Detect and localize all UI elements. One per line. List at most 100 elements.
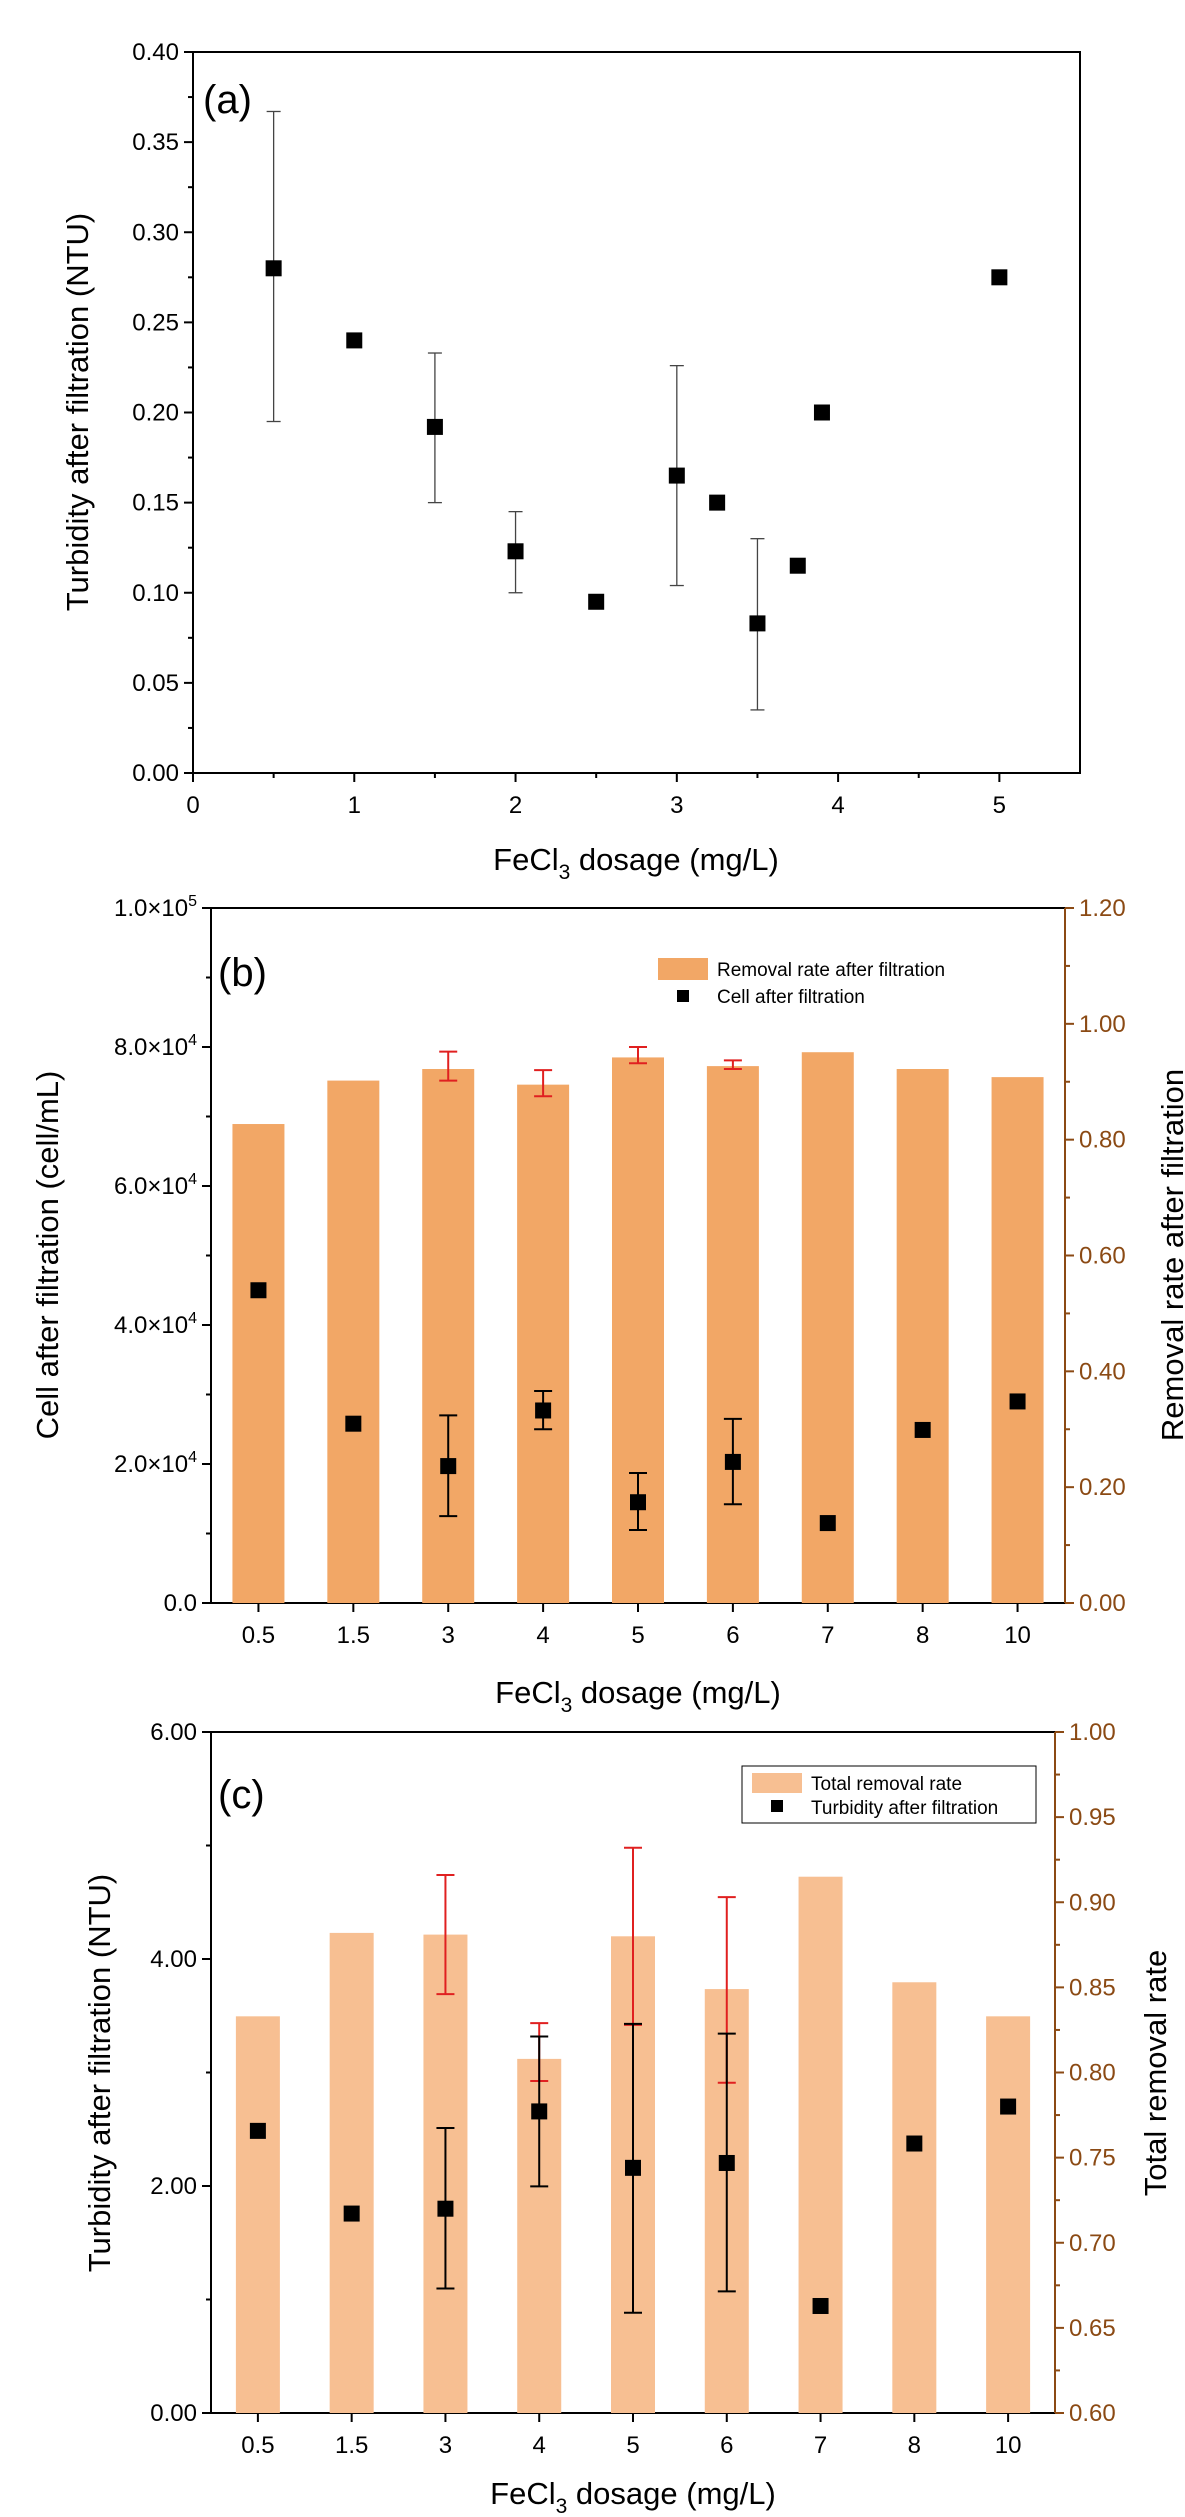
data-point-8 — [789, 557, 806, 574]
panel-c-data-marks — [249, 1846, 1017, 2314]
x-tick-label-6: 6 — [720, 2432, 733, 2459]
panel-b-data-marks — [250, 1046, 1026, 1532]
bar-8 — [896, 1069, 949, 1603]
y-tick-label-0.05: 0.05 — [132, 670, 179, 697]
panel-a-data-marks — [265, 110, 1008, 711]
data-point-7 — [749, 615, 766, 632]
y-left-tick-label-0: 0.00 — [150, 2400, 197, 2427]
y-tick-label-0.25: 0.25 — [132, 309, 179, 336]
point-1.5 — [345, 1415, 362, 1432]
panel-c-label: (c) — [218, 1773, 265, 1817]
y-left-tick-label-2: 4.0×104 — [114, 1310, 197, 1339]
bar-6 — [706, 1066, 759, 1603]
panel-b-right-axis-title: Removal rate after filtration — [1155, 1069, 1185, 1441]
panel-b-axis-ticks: 0.5 1.5 3 4 5 6 7 8 10 0.0 2.0×104 4.0×104 6.0×104 8.… — [114, 893, 1126, 1649]
panel-b-x-axis-title: FeCl3 dosage (mg/L) — [495, 1675, 781, 1717]
panel-c-turbidity-removal-chart: 0.5 1.5 3 4 5 6 7 8 10 0.00 2.00 4.00 6.00 0.60 0.65 0.… — [82, 1719, 1173, 2517]
legend-label-cell: Cell after filtration — [717, 987, 865, 1008]
y-tick-label-0.20: 0.20 — [132, 400, 179, 427]
panel-a-plot-frame — [192, 51, 1081, 774]
y-tick-label-0.00: 0.00 — [132, 760, 179, 787]
x-tick-label-5: 5 — [993, 792, 1006, 819]
panel-a-label: (a) — [203, 78, 252, 122]
bar-8 — [892, 1982, 937, 2413]
y-left-tick-label-5: 1.0×105 — [114, 893, 197, 922]
data-point-5 — [668, 467, 685, 484]
panel-a-turbidity-scatter: 0 1 2 3 4 5 0.00 0.05 0.10 0.15 0.20 0.25 0.30 0.35 0.… — [60, 39, 1081, 884]
data-point-9 — [813, 404, 830, 421]
y-right-tick-label-1.00: 1.00 — [1069, 1719, 1116, 1746]
y-tick-label-0.15: 0.15 — [132, 490, 179, 517]
point-8 — [906, 2135, 923, 2152]
x-tick-label-0.5: 0.5 — [242, 1622, 275, 1649]
y-right-tick-label-1.20: 1.20 — [1079, 895, 1126, 922]
y-left-tick-label-2: 4.00 — [150, 1946, 197, 1973]
x-tick-label-3: 3 — [670, 792, 683, 819]
bar-1.5 — [327, 1080, 380, 1603]
bar-7 — [801, 1052, 854, 1603]
x-tick-label-4: 4 — [831, 792, 844, 819]
legend-marker-cell — [677, 990, 689, 1002]
x-tick-label-10: 10 — [1004, 1622, 1031, 1649]
point-5 — [625, 2159, 641, 2176]
data-point-0 — [265, 260, 282, 277]
y-right-tick-label-0.90: 0.90 — [1069, 1889, 1116, 1916]
bar-3 — [422, 1069, 475, 1603]
y-tick-label-0.30: 0.30 — [132, 219, 179, 246]
bar-0.5 — [235, 2016, 280, 2413]
x-tick-label-0.5: 0.5 — [241, 2432, 274, 2459]
legend-swatch-removal-rate — [658, 958, 708, 980]
data-point-1 — [346, 332, 363, 349]
panel-b-label: (b) — [218, 951, 267, 995]
panel-b-bars — [232, 1052, 1044, 1603]
legend-label-removal-rate: Removal rate after filtration — [717, 960, 945, 981]
point-3 — [437, 2200, 454, 2217]
panel-c-legend: Total removal rate Turbidity after filtr… — [741, 1765, 1037, 1824]
x-tick-label-1: 1 — [348, 792, 361, 819]
point-0.5 — [250, 1282, 267, 1299]
x-tick-label-6: 6 — [726, 1622, 739, 1649]
bar-0.5 — [232, 1124, 285, 1603]
x-tick-label-1.5: 1.5 — [335, 2432, 368, 2459]
panel-a-y-axis-title: Turbidity after filtration (NTU) — [60, 213, 95, 612]
x-tick-label-1.5: 1.5 — [337, 1622, 370, 1649]
x-tick-label-8: 8 — [916, 1622, 929, 1649]
y-left-tick-label-0: 0.0 — [164, 1590, 197, 1617]
y-left-tick-label-3: 6.0×104 — [114, 1171, 197, 1200]
y-right-tick-label-0.65: 0.65 — [1069, 2315, 1116, 2342]
x-tick-label-7: 7 — [814, 2432, 827, 2459]
x-tick-label-3: 3 — [442, 1622, 455, 1649]
y-tick-label-0.10: 0.10 — [132, 580, 179, 607]
x-tick-label-8: 8 — [908, 2432, 921, 2459]
x-tick-label-4: 4 — [533, 2432, 546, 2459]
y-right-tick-label-0.40: 0.40 — [1079, 1358, 1126, 1385]
bar-10 — [991, 1077, 1044, 1603]
x-tick-label-10: 10 — [995, 2432, 1022, 2459]
y-right-tick-label-0.80: 0.80 — [1079, 1127, 1126, 1154]
x-tick-label-5: 5 — [626, 2432, 639, 2459]
panel-a-x-axis-title: FeCl3 dosage (mg/L) — [493, 842, 779, 884]
x-tick-label-3: 3 — [439, 2432, 452, 2459]
panel-b-legend: Removal rate after filtration Cell after… — [658, 958, 945, 1008]
y-right-tick-label-0.60: 0.60 — [1069, 2400, 1116, 2427]
y-right-tick-label-0.75: 0.75 — [1069, 2145, 1116, 2172]
panel-c-x-axis-title: FeCl3 dosage (mg/L) — [490, 2476, 776, 2517]
data-point-3 — [507, 543, 524, 560]
panel-c-right-axis-title: Total removal rate — [1138, 1950, 1173, 2196]
bar-1.5 — [329, 1932, 374, 2413]
panel-b-cell-removal-chart: 0.5 1.5 3 4 5 6 7 8 10 0.0 2.0×104 4.0×104 6.0×104 8.… — [30, 893, 1185, 1717]
point-4 — [535, 1402, 552, 1419]
bar-10 — [986, 2016, 1031, 2413]
x-tick-label-2: 2 — [509, 792, 522, 819]
data-point-10 — [991, 269, 1008, 286]
point-6 — [724, 1453, 741, 1470]
y-right-tick-label-0.85: 0.85 — [1069, 1974, 1116, 2001]
y-right-tick-label-0.70: 0.70 — [1069, 2230, 1116, 2257]
y-left-tick-label-1: 2.0×104 — [114, 1449, 197, 1478]
x-tick-label-0: 0 — [186, 792, 199, 819]
y-right-tick-label-0.00: 0.00 — [1079, 1590, 1126, 1617]
panel-a-axis-ticks: 0 1 2 3 4 5 0.00 0.05 0.10 0.15 0.20 0.25 0.30 0.35 0.… — [132, 39, 1006, 819]
x-tick-label-7: 7 — [821, 1622, 834, 1649]
point-7 — [819, 1515, 836, 1532]
